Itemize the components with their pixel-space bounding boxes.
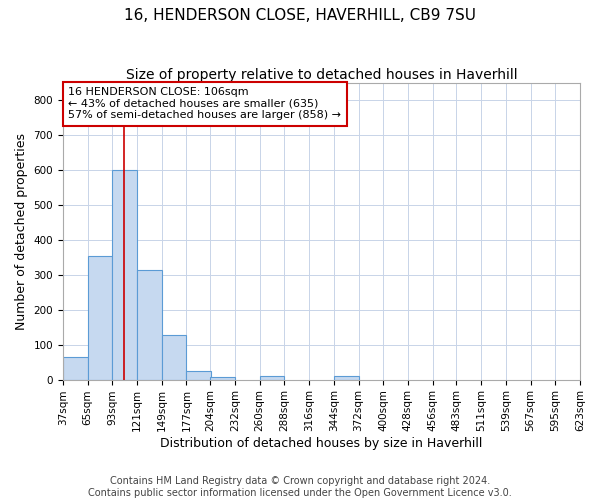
Text: 16 HENDERSON CLOSE: 106sqm
← 43% of detached houses are smaller (635)
57% of sem: 16 HENDERSON CLOSE: 106sqm ← 43% of deta… (68, 87, 341, 120)
Bar (187, 371, 211, 380)
Bar (112, 170, 137, 380)
Bar (137, 270, 162, 380)
Y-axis label: Number of detached properties: Number of detached properties (15, 132, 28, 330)
Bar (210, 377, 235, 380)
Text: Contains HM Land Registry data © Crown copyright and database right 2024.
Contai: Contains HM Land Registry data © Crown c… (88, 476, 512, 498)
X-axis label: Distribution of detached houses by size in Haverhill: Distribution of detached houses by size … (160, 437, 482, 450)
Bar (63, 357, 88, 380)
Bar (162, 335, 187, 380)
Bar (88, 256, 112, 380)
Bar (260, 376, 284, 380)
Text: 16, HENDERSON CLOSE, HAVERHILL, CB9 7SU: 16, HENDERSON CLOSE, HAVERHILL, CB9 7SU (124, 8, 476, 22)
Bar (334, 376, 359, 380)
Title: Size of property relative to detached houses in Haverhill: Size of property relative to detached ho… (125, 68, 517, 82)
